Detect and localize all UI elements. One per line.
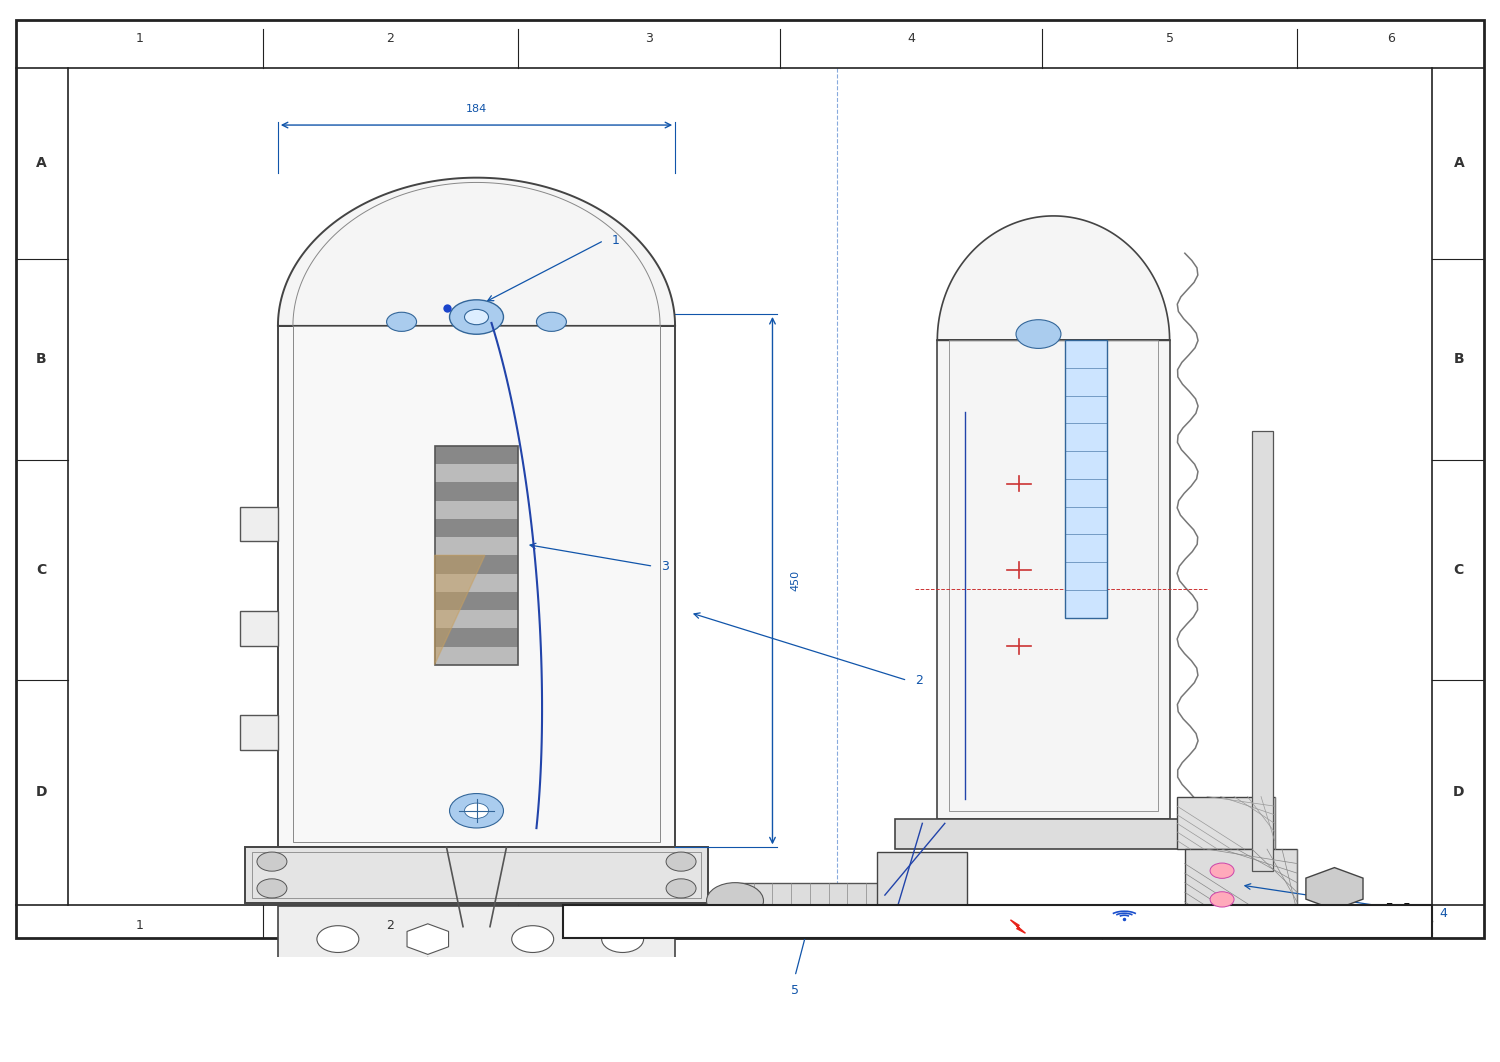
- Text: POWER: POWER: [1024, 919, 1088, 935]
- Text: D: D: [36, 785, 46, 800]
- Text: TOLERENCE:  ±5%: TOLERENCE: ±5%: [1108, 919, 1192, 927]
- Text: A: A: [36, 156, 46, 170]
- Text: 1: 1: [612, 234, 620, 247]
- Text: 450: 450: [790, 570, 801, 592]
- Circle shape: [387, 312, 417, 331]
- Text: B: B: [1454, 353, 1464, 366]
- Bar: [240, 507, 278, 542]
- Bar: [735, 883, 885, 919]
- Circle shape: [256, 879, 286, 898]
- Text: 3: 3: [645, 32, 652, 45]
- Text: DRAWING NO.:: DRAWING NO.:: [918, 908, 984, 918]
- Bar: [435, 482, 519, 500]
- Text: B: B: [36, 353, 46, 366]
- Bar: [278, 326, 675, 847]
- Bar: [878, 852, 968, 933]
- Text: C: C: [1454, 563, 1464, 577]
- Bar: [435, 592, 519, 610]
- Text: DATE:: DATE:: [1108, 931, 1136, 940]
- Text: D: D: [1454, 785, 1464, 800]
- Text: 5: 5: [1166, 32, 1173, 45]
- Bar: [435, 610, 519, 629]
- Bar: [435, 446, 519, 665]
- Text: C: C: [36, 563, 46, 577]
- Bar: [292, 326, 660, 842]
- Circle shape: [465, 803, 489, 819]
- Circle shape: [666, 852, 696, 871]
- Bar: [435, 464, 519, 482]
- Polygon shape: [938, 216, 1170, 340]
- Text: 6: 6: [1386, 32, 1395, 45]
- Text: REVISON:: REVISON:: [918, 931, 962, 940]
- Bar: [435, 629, 519, 647]
- Bar: [1252, 431, 1274, 871]
- Text: 1: 1: [135, 32, 144, 45]
- Polygon shape: [278, 177, 675, 326]
- Bar: [1185, 850, 1298, 921]
- Circle shape: [1210, 892, 1234, 907]
- Text: 3: 3: [645, 920, 652, 932]
- Bar: [435, 519, 519, 537]
- Bar: [435, 555, 519, 573]
- Text: SHATE 1OF1: SHATE 1OF1: [1371, 927, 1423, 937]
- Bar: [950, 340, 1158, 811]
- Bar: [938, 340, 1170, 819]
- Circle shape: [450, 793, 504, 828]
- Circle shape: [666, 879, 696, 898]
- Bar: [435, 446, 519, 464]
- Text: 184: 184: [466, 104, 488, 114]
- Bar: [435, 537, 519, 555]
- Circle shape: [1016, 320, 1060, 348]
- Bar: [240, 611, 278, 646]
- Circle shape: [512, 959, 554, 986]
- Bar: [1065, 340, 1107, 618]
- Bar: [1178, 796, 1275, 850]
- Polygon shape: [435, 555, 484, 665]
- Bar: [562, 905, 1432, 938]
- Bar: [252, 852, 701, 898]
- Text: 1: 1: [135, 920, 144, 932]
- Bar: [240, 716, 278, 750]
- Bar: [435, 647, 519, 665]
- Circle shape: [602, 959, 644, 986]
- Circle shape: [465, 309, 489, 325]
- Text: DRAWN BY:  LIU: DRAWN BY: LIU: [570, 908, 639, 918]
- Circle shape: [316, 926, 358, 953]
- Text: 4: 4: [908, 32, 915, 45]
- Circle shape: [537, 312, 567, 331]
- Circle shape: [1210, 863, 1234, 878]
- Text: 2: 2: [387, 920, 394, 932]
- Circle shape: [706, 883, 764, 919]
- Text: TELCOM: TELCOM: [1106, 919, 1174, 935]
- Bar: [244, 847, 708, 903]
- Text: 2: 2: [387, 32, 394, 45]
- Circle shape: [602, 926, 644, 953]
- Text: 2: 2: [915, 674, 922, 687]
- Circle shape: [316, 959, 358, 986]
- Polygon shape: [1011, 920, 1026, 933]
- Text: 3: 3: [662, 560, 669, 572]
- Text: CHECKED BY:: CHECKED BY:: [753, 908, 812, 918]
- Circle shape: [512, 926, 554, 953]
- Bar: [278, 906, 675, 1034]
- Circle shape: [256, 852, 286, 871]
- Circle shape: [450, 299, 504, 335]
- Text: 4: 4: [1440, 907, 1448, 921]
- Bar: [435, 573, 519, 592]
- Bar: [896, 819, 1212, 850]
- Text: 5: 5: [790, 984, 800, 997]
- Text: A: A: [1454, 156, 1464, 170]
- Bar: [435, 500, 519, 519]
- Text: A4: A4: [1382, 903, 1413, 923]
